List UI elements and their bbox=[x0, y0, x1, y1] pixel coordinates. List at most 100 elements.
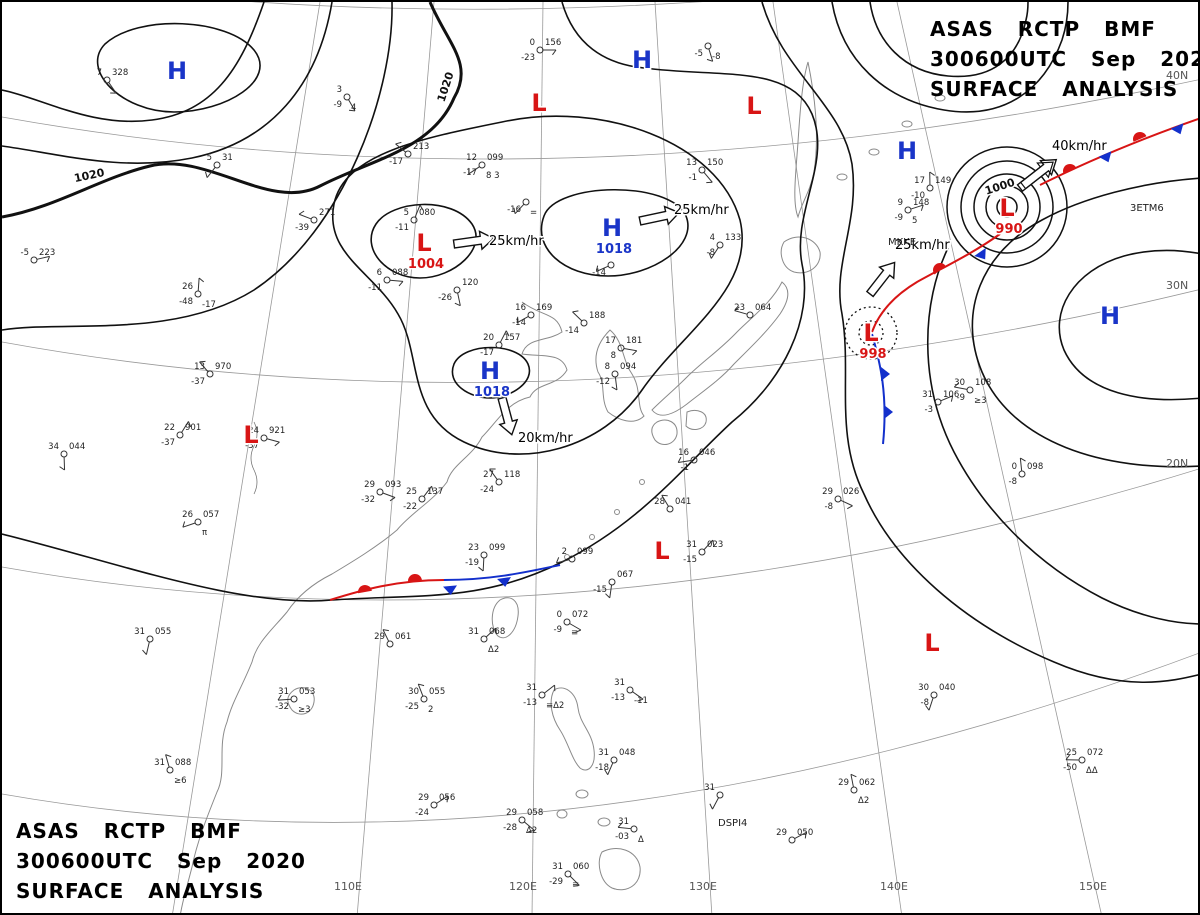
station-pressure: 072 bbox=[1087, 748, 1103, 758]
station-plot: 29 026 -8 bbox=[822, 487, 859, 512]
station-plot: 31 023 -15 bbox=[683, 539, 723, 565]
station-plot: 24 921 -37 bbox=[245, 426, 285, 451]
isobars bbox=[2, 2, 1198, 684]
station-weather: π bbox=[202, 528, 207, 538]
station-dewpoint: -8 bbox=[825, 502, 833, 512]
station-pressure: 108 bbox=[975, 378, 991, 388]
station-plot: 17 181 8 bbox=[605, 336, 642, 361]
station-pressure: 055 bbox=[155, 627, 171, 637]
station-plot: 120 -26 bbox=[438, 278, 478, 307]
station-pressure: 053 bbox=[299, 687, 315, 697]
station-temp: 0 bbox=[557, 610, 562, 620]
station-plot: 29 093 -32 bbox=[361, 480, 401, 505]
station-temp: 29 bbox=[838, 778, 849, 788]
station-temp: 16 bbox=[678, 448, 689, 458]
station-plot: 0 098 -8 bbox=[1009, 457, 1043, 487]
station-dewpoint: -32 bbox=[275, 702, 289, 712]
station-plot: -5 223 bbox=[21, 248, 55, 264]
graticule-labels-layer: 40N 30N 20N 110E 120E 130E 140E 150E bbox=[334, 69, 1188, 893]
station-pressure: 080 bbox=[419, 208, 435, 218]
station-pressure: 099 bbox=[489, 543, 505, 553]
station-pressure: 099 bbox=[487, 153, 503, 163]
station-temp: 29 bbox=[418, 793, 429, 803]
warm-front-symbol bbox=[933, 263, 946, 275]
station-pressure: 106 bbox=[943, 390, 959, 400]
warm-front-symbol bbox=[1133, 132, 1147, 142]
station-temp: -5 bbox=[21, 248, 29, 258]
station-plot: 271 -39 bbox=[295, 208, 335, 233]
center-pressure-value: 998 bbox=[859, 347, 886, 362]
station-temp: 31 bbox=[552, 862, 563, 872]
station-temp: 23 bbox=[468, 543, 479, 553]
station-plot: 25 137 -22 bbox=[403, 485, 443, 512]
station-pressure: 223 bbox=[39, 248, 55, 258]
pressure-center: H bbox=[895, 136, 918, 167]
station-pressure: 061 bbox=[395, 632, 411, 642]
station-weather: ≥3 bbox=[974, 396, 987, 406]
station-plot: 16 046 -1 bbox=[677, 448, 715, 473]
low-center-symbol: L bbox=[999, 194, 1014, 222]
station-temp: 30 bbox=[954, 378, 965, 388]
station-dewpoint: -22 bbox=[403, 502, 417, 512]
station-temp: 31 bbox=[526, 683, 537, 693]
station-dewpoint: -8 bbox=[921, 698, 929, 708]
station-dewpoint: -11 bbox=[395, 223, 409, 233]
station-plot: 29 058 -28 Δ2 bbox=[503, 808, 543, 836]
station-pressure: 094 bbox=[620, 362, 636, 372]
station-pressure: 169 bbox=[536, 303, 552, 313]
station-plot: 22 901 -37 bbox=[161, 421, 201, 448]
station-plot: 4 133 -8 bbox=[707, 233, 741, 259]
station-pressure: 31 bbox=[222, 153, 233, 163]
station-weather: Δ bbox=[638, 835, 644, 845]
station-weather: -11 bbox=[634, 696, 648, 706]
chart-type: SURFACE ANALYSIS bbox=[16, 879, 265, 903]
pressure-center: H bbox=[630, 45, 653, 76]
station-temp: 25 bbox=[1066, 748, 1077, 758]
station-dewpoint: -9 bbox=[334, 100, 342, 110]
station-temp: 20 bbox=[483, 333, 494, 343]
wind-arrows-layer: 25km/hr 25km/hr 40km/hr 25km/hr 20km/hr bbox=[452, 138, 1109, 448]
station-weather: ≥3 bbox=[298, 705, 311, 715]
station-pressure: 026 bbox=[843, 487, 859, 497]
station-dewpoint: -9 bbox=[895, 213, 903, 223]
station-plot: 31 106 -3 bbox=[922, 390, 959, 415]
cold-front-symbol bbox=[497, 577, 511, 587]
station-temp: 26 bbox=[182, 510, 193, 520]
station-weather: -17 bbox=[202, 300, 216, 310]
station-pressure: 048 bbox=[619, 748, 635, 758]
cold-front-symbol bbox=[974, 247, 986, 260]
station-temp: 4 bbox=[710, 233, 715, 243]
pressure-center: L bbox=[745, 91, 763, 122]
warm-front-line bbox=[329, 579, 445, 601]
station-plot: 23 064 bbox=[734, 303, 771, 319]
station-pressure: 133 bbox=[725, 233, 741, 243]
station-dewpoint: -37 bbox=[191, 377, 205, 387]
cold-front-symbol bbox=[1170, 123, 1184, 135]
station-plot: 12 099 -17 8 3 bbox=[463, 153, 503, 181]
station-pressure: 149 bbox=[935, 176, 951, 186]
typhoon-rings bbox=[946, 146, 1068, 268]
station-pressure: 057 bbox=[203, 510, 219, 520]
low-center-symbol: L bbox=[863, 319, 878, 347]
station-plot: 28 041 bbox=[654, 494, 691, 513]
station-plot: 25 072 -50 ΔΔ bbox=[1063, 748, 1103, 776]
station-temp: 29 bbox=[364, 480, 375, 490]
station-pressure: 901 bbox=[185, 423, 201, 433]
dashed-low-circle bbox=[844, 306, 898, 360]
chart-type: SURFACE ANALYSIS bbox=[930, 77, 1179, 101]
station-temp: 23 bbox=[734, 303, 745, 313]
station-plot: 213 -17 bbox=[389, 141, 429, 167]
station-dewpoint: -14 bbox=[592, 268, 606, 278]
movement-speed-label: 40km/hr bbox=[1052, 139, 1107, 154]
cold-front-symbol bbox=[443, 585, 457, 595]
station-dewpoint: -03 bbox=[615, 832, 629, 842]
movement-arrow-icon bbox=[497, 396, 519, 436]
station-temp: 5 bbox=[404, 208, 409, 218]
ship-labels-layer: 3ETM6 DSPI4 MKKE bbox=[718, 203, 1164, 829]
station-temp: 31 bbox=[922, 390, 933, 400]
station-temp: 13 bbox=[686, 158, 697, 168]
